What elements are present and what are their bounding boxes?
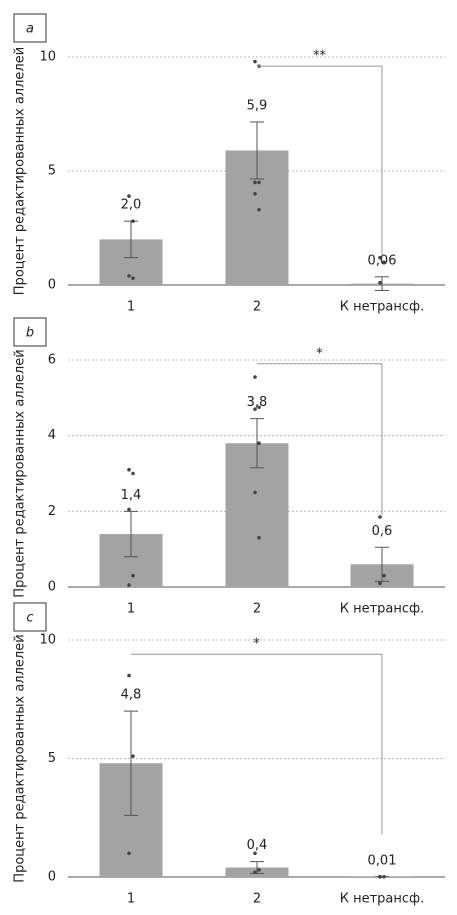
data-point — [127, 467, 131, 472]
y-axis-label: Процент редактированных аллелей — [13, 349, 28, 597]
significance-label: ** — [313, 49, 327, 64]
x-tick-label: 2 — [253, 300, 261, 315]
panel-label-box — [13, 317, 47, 347]
value-label: 0,4 — [247, 838, 268, 853]
panel-label-box — [13, 602, 47, 632]
value-label: 5,9 — [247, 98, 268, 113]
data-point — [257, 536, 261, 540]
x-tick-label: К нетрансф. — [340, 602, 425, 617]
y-tick-label: 0 — [48, 580, 56, 595]
value-label: 4,8 — [121, 688, 142, 703]
data-point — [378, 255, 382, 260]
data-point — [127, 673, 131, 678]
data-point — [378, 581, 382, 586]
x-tick-label: 2 — [253, 602, 261, 617]
data-point — [378, 280, 382, 285]
y-tick-label: 10 — [39, 50, 56, 65]
data-point — [382, 260, 386, 265]
x-tick-label: 1 — [127, 602, 135, 617]
value-label: 0,01 — [368, 853, 397, 868]
value-label: 0,6 — [372, 524, 393, 539]
x-tick-label: 1 — [127, 300, 135, 315]
data-point — [257, 207, 261, 212]
data-point — [253, 180, 257, 185]
value-label: 1,4 — [121, 488, 142, 503]
x-tick-label: 2 — [253, 892, 261, 907]
panel-label: a — [26, 22, 34, 37]
data-point — [127, 507, 131, 512]
data-point — [131, 754, 135, 758]
data-point — [253, 375, 257, 379]
data-point — [253, 870, 257, 875]
x-tick-label: К нетрансф. — [340, 300, 425, 315]
y-tick-label: 5 — [48, 751, 56, 766]
y-tick-label: 2 — [48, 504, 56, 519]
data-point — [131, 471, 135, 476]
data-point — [127, 851, 131, 856]
y-tick-label: 4 — [48, 428, 56, 443]
y-tick-label: 6 — [48, 353, 56, 368]
data-point — [131, 219, 135, 223]
panel-label: b — [26, 326, 34, 341]
data-point — [253, 192, 257, 196]
y-tick-label: 0 — [48, 870, 56, 885]
panel-label: c — [26, 611, 33, 626]
data-point — [257, 441, 261, 446]
y-tick-label: 10 — [39, 633, 56, 648]
data-point — [378, 515, 382, 519]
data-point — [378, 875, 382, 879]
y-tick-label: 0 — [48, 278, 56, 293]
data-point — [382, 874, 386, 879]
value-label: 2,0 — [121, 198, 142, 213]
data-point — [127, 274, 131, 278]
data-point — [253, 59, 257, 64]
value-label: 3,8 — [247, 395, 268, 410]
y-tick-label: 5 — [48, 164, 56, 179]
data-point — [127, 583, 131, 587]
data-point — [253, 407, 257, 411]
y-axis-label: Процент редактированных аллелей — [13, 47, 28, 295]
data-point — [131, 573, 135, 578]
panel-label-box — [13, 13, 47, 43]
data-point — [131, 276, 135, 280]
significance-label: * — [316, 346, 323, 361]
y-axis-label: Процент редактированных аллелей — [13, 634, 28, 882]
data-point — [257, 868, 261, 872]
data-point — [382, 573, 386, 578]
value-label: 0,06 — [368, 253, 397, 268]
x-tick-label: 1 — [127, 892, 135, 907]
data-point — [257, 180, 261, 185]
data-point — [253, 851, 257, 856]
significance-label: * — [253, 637, 260, 652]
x-tick-label: К нетрансф. — [340, 892, 425, 907]
data-point — [127, 194, 131, 198]
data-point — [257, 405, 261, 410]
data-point — [253, 490, 257, 495]
